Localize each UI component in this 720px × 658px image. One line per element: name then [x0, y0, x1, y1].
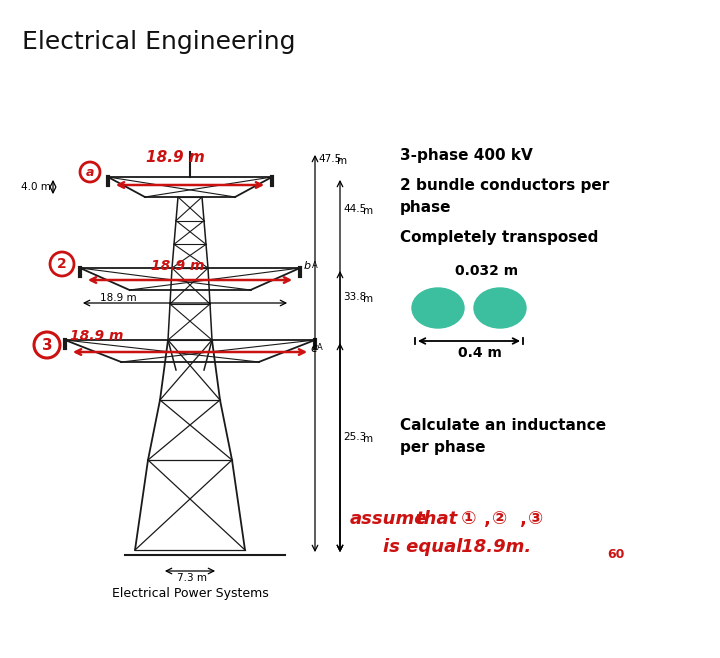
Text: 18.9 m: 18.9 m — [70, 329, 124, 343]
Text: 0.032 m: 0.032 m — [455, 264, 518, 278]
Text: 3: 3 — [42, 338, 53, 353]
Text: 2: 2 — [57, 257, 67, 271]
Text: phase: phase — [400, 200, 451, 215]
Text: 47.5: 47.5 — [318, 154, 341, 164]
Ellipse shape — [412, 288, 464, 328]
Text: 2 bundle conductors per: 2 bundle conductors per — [400, 178, 609, 193]
Ellipse shape — [474, 288, 526, 328]
Text: 44.5: 44.5 — [343, 204, 366, 214]
Text: A: A — [312, 261, 318, 270]
Text: 7.3 m: 7.3 m — [177, 573, 207, 583]
Text: ,: , — [520, 510, 527, 528]
Text: Completely transposed: Completely transposed — [400, 230, 598, 245]
Text: ,: , — [484, 510, 491, 528]
Text: ②: ② — [492, 510, 508, 528]
Text: 0.4 m: 0.4 m — [458, 346, 502, 360]
Text: a: a — [86, 166, 94, 178]
Text: 25.3: 25.3 — [343, 432, 366, 442]
Text: b: b — [304, 261, 311, 271]
Text: 18.9m.: 18.9m. — [455, 538, 531, 556]
Text: 60: 60 — [607, 548, 624, 561]
Text: m: m — [337, 156, 347, 166]
Text: A: A — [317, 343, 323, 352]
Text: c: c — [310, 342, 317, 355]
Text: 18.9 m: 18.9 m — [100, 293, 137, 303]
Text: m: m — [363, 206, 373, 216]
Text: ①: ① — [455, 510, 477, 528]
Text: m: m — [363, 434, 373, 443]
Text: m: m — [363, 294, 373, 304]
Text: 18.9 m: 18.9 m — [151, 259, 204, 273]
Text: is equal: is equal — [383, 538, 462, 556]
Text: Electrical Engineering: Electrical Engineering — [22, 30, 295, 54]
Text: 33.8: 33.8 — [343, 291, 366, 302]
Text: that: that — [415, 510, 457, 528]
Text: assume: assume — [350, 510, 428, 528]
Text: Calculate an inductance: Calculate an inductance — [400, 418, 606, 433]
Text: per phase: per phase — [400, 440, 485, 455]
Text: ③: ③ — [528, 510, 544, 528]
Text: 18.9 m: 18.9 m — [145, 149, 204, 164]
Text: 3-phase 400 kV: 3-phase 400 kV — [400, 148, 533, 163]
Text: Electrical Power Systems: Electrical Power Systems — [112, 587, 269, 600]
Text: 4.0 m: 4.0 m — [21, 182, 51, 192]
